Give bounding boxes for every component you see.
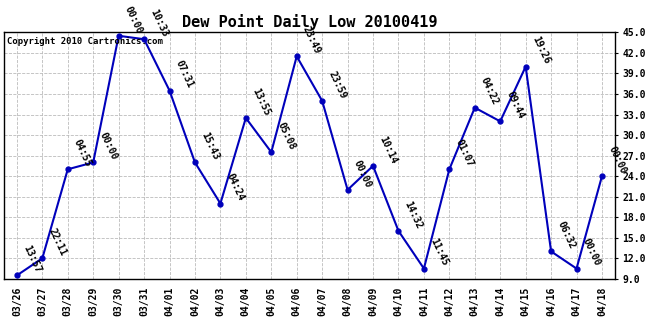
Text: 00:00: 00:00 [580, 237, 602, 268]
Text: 00:00: 00:00 [606, 145, 628, 175]
Text: 04:22: 04:22 [479, 76, 501, 107]
Text: 11:45: 11:45 [428, 237, 450, 268]
Text: 09:44: 09:44 [504, 90, 526, 121]
Text: 13:57: 13:57 [21, 244, 42, 275]
Text: 07:31: 07:31 [174, 59, 195, 90]
Text: 10:14: 10:14 [377, 134, 398, 165]
Text: 01:07: 01:07 [454, 138, 475, 169]
Text: 05:08: 05:08 [276, 121, 297, 151]
Text: 23:59: 23:59 [326, 69, 348, 100]
Text: 04:24: 04:24 [224, 172, 246, 203]
Text: 23:49: 23:49 [301, 25, 322, 56]
Text: 15:43: 15:43 [199, 131, 220, 162]
Text: 10:33: 10:33 [148, 8, 170, 38]
Text: 04:55: 04:55 [72, 138, 94, 169]
Text: 19:26: 19:26 [530, 35, 551, 66]
Text: 06:32: 06:32 [555, 220, 577, 251]
Text: 22:11: 22:11 [47, 227, 68, 258]
Text: 00:00: 00:00 [98, 131, 119, 162]
Text: 00:00: 00:00 [123, 4, 144, 35]
Text: 13:55: 13:55 [250, 86, 272, 117]
Title: Dew Point Daily Low 20100419: Dew Point Daily Low 20100419 [182, 14, 437, 30]
Text: 00:00: 00:00 [352, 158, 373, 189]
Text: 14:32: 14:32 [402, 199, 424, 230]
Text: Copyright 2010 Cartronics.com: Copyright 2010 Cartronics.com [7, 37, 163, 46]
